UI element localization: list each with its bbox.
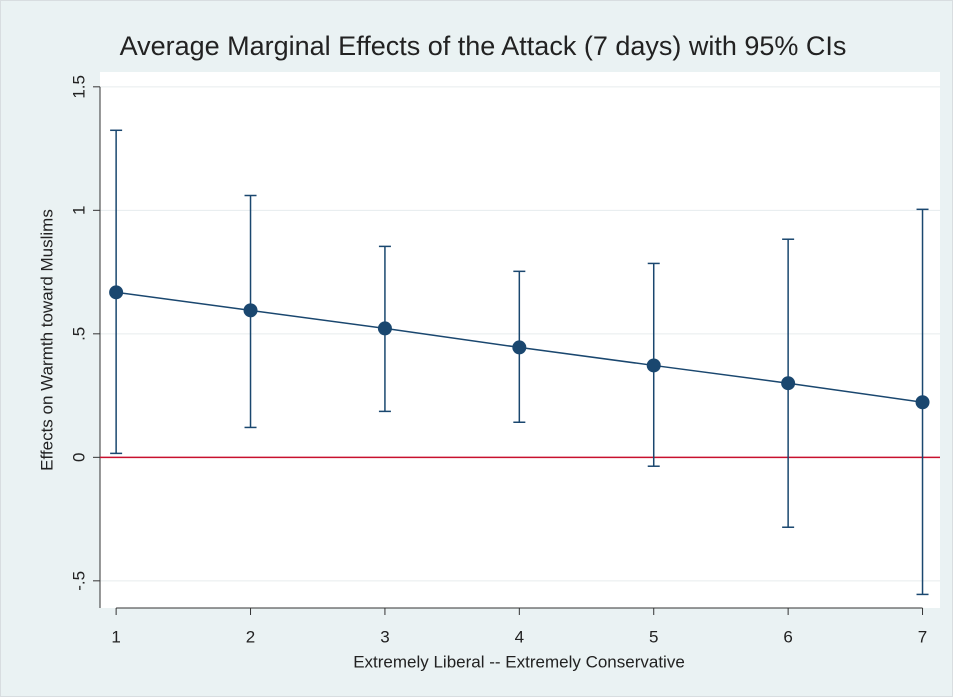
x-tick-label: 4 bbox=[515, 627, 524, 646]
point bbox=[243, 303, 258, 318]
chart-title: Average Marginal Effects of the Attack (… bbox=[120, 31, 847, 61]
y-axis-label: Effects on Warmth toward Muslims bbox=[37, 209, 56, 471]
point bbox=[377, 321, 392, 336]
y-tick-label: .5 bbox=[69, 327, 88, 341]
x-tick-label: 7 bbox=[918, 627, 927, 646]
x-tick-label: 6 bbox=[783, 627, 792, 646]
x-tick-label: 1 bbox=[111, 627, 120, 646]
y-tick-label: 1.5 bbox=[69, 75, 88, 99]
y-tick-label: 1 bbox=[69, 206, 88, 215]
point bbox=[512, 340, 527, 355]
x-tick-label: 3 bbox=[380, 627, 389, 646]
point bbox=[781, 376, 796, 391]
y-tick-label: 0 bbox=[69, 453, 88, 462]
point bbox=[915, 395, 930, 410]
x-tick-label: 5 bbox=[649, 627, 658, 646]
point bbox=[646, 358, 661, 373]
x-tick-label: 2 bbox=[246, 627, 255, 646]
point bbox=[109, 285, 124, 300]
y-tick-label: -.5 bbox=[69, 571, 88, 591]
x-axis-label: Extremely Liberal -- Extremely Conservat… bbox=[353, 652, 685, 671]
